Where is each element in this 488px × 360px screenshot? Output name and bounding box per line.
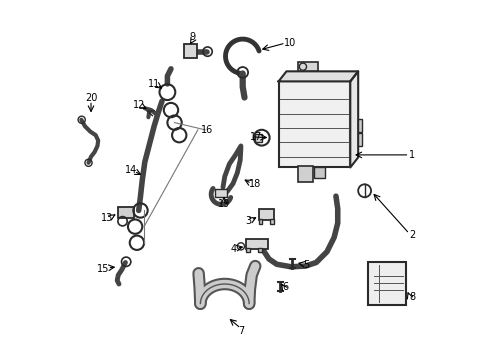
Text: 15: 15 <box>97 264 109 274</box>
Text: 13: 13 <box>101 213 113 222</box>
Bar <box>246 248 249 252</box>
Text: 17: 17 <box>249 132 262 142</box>
Text: 19: 19 <box>218 199 230 210</box>
Bar <box>255 134 261 141</box>
Text: 11: 11 <box>148 79 160 89</box>
Polygon shape <box>349 71 357 167</box>
Text: 16: 16 <box>200 125 213 135</box>
Bar <box>357 134 362 146</box>
Bar <box>298 166 312 182</box>
Bar <box>278 81 349 167</box>
Text: 18: 18 <box>248 179 261 189</box>
Bar <box>258 209 273 220</box>
Bar <box>246 239 267 249</box>
Bar <box>357 119 362 132</box>
Text: 20: 20 <box>84 93 97 103</box>
Bar <box>270 219 273 225</box>
Bar <box>298 62 317 71</box>
Text: 8: 8 <box>408 292 414 302</box>
Text: 10: 10 <box>284 38 296 48</box>
Bar <box>367 262 405 305</box>
Text: 1: 1 <box>408 150 414 160</box>
Polygon shape <box>278 71 357 81</box>
Bar <box>314 167 325 178</box>
Text: 3: 3 <box>244 216 251 226</box>
Text: 12: 12 <box>132 100 144 111</box>
Text: 14: 14 <box>124 165 137 175</box>
Text: 5: 5 <box>303 260 309 270</box>
Bar <box>258 219 262 225</box>
Bar <box>258 248 261 252</box>
Text: 2: 2 <box>408 230 415 239</box>
Text: 7: 7 <box>237 326 244 336</box>
Bar <box>183 44 197 58</box>
Text: 6: 6 <box>282 282 287 292</box>
Text: 9: 9 <box>189 32 195 42</box>
Bar <box>118 207 134 218</box>
Text: 4: 4 <box>230 244 236 254</box>
Bar <box>215 189 226 197</box>
